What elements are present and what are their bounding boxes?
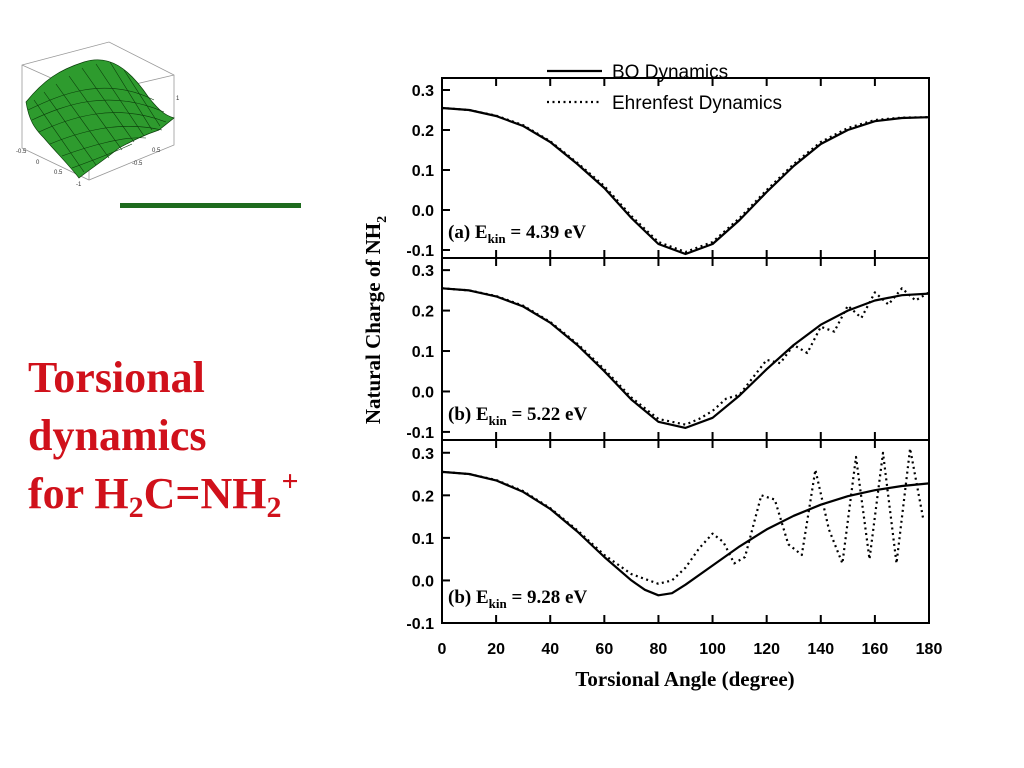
x-tick-label: 100 — [699, 641, 726, 658]
legend-label-bo: BO Dynamics — [612, 62, 728, 83]
x-tick-label: 0 — [438, 641, 447, 658]
title-sup: + — [281, 465, 299, 498]
logo-tick: -0.5 — [16, 149, 27, 155]
y-tick-label: 0.0 — [412, 203, 434, 220]
panel-label-value: = 9.28 eV — [507, 587, 588, 608]
title-prefix: for H — [28, 469, 129, 518]
y-tick-label: 0.3 — [412, 83, 434, 100]
logo-tick: 1 — [176, 96, 180, 102]
panel-label: (b) Ekin = 9.28 eV — [448, 587, 587, 611]
title-line-3: for H2C=NH2+ — [28, 467, 299, 530]
panel-label: (b) Ekin = 5.22 eV — [448, 404, 587, 428]
logo-tick: -0.5 — [132, 161, 143, 167]
title-mid: C=NH — [143, 469, 267, 518]
y-tick-label: -0.1 — [406, 243, 434, 260]
panel-label-prefix: (b) E — [448, 404, 489, 425]
panel-label-sub: kin — [488, 231, 507, 246]
logo-tick-labels: -0.5 0 0.5 -1 -0.5 0.5 1 — [16, 96, 180, 188]
logo-tick: -1 — [76, 182, 82, 188]
title-sub-2: 2 — [266, 491, 282, 524]
logo-tick: 0.5 — [54, 170, 63, 176]
slide-title: Torsional dynamics for H2C=NH2+ — [28, 356, 299, 530]
logo-mesh-lines — [27, 61, 167, 173]
x-tick-label: 140 — [807, 641, 834, 658]
panel-label-value: = 5.22 eV — [507, 404, 588, 425]
y-tick-label: -0.1 — [406, 425, 434, 442]
y-tick-label: 0.0 — [412, 573, 434, 590]
surface-plot-logo: -0.5 0 0.5 -1 -0.5 0.5 1 — [16, 41, 180, 188]
title-line-2: dynamics — [28, 411, 207, 460]
y-tick-label: 0.1 — [412, 163, 434, 180]
panel-label-value: = 4.39 eV — [506, 222, 587, 243]
green-divider — [120, 203, 301, 208]
y-tick-label: -0.1 — [406, 616, 434, 633]
panel-label-prefix: (a) E — [448, 222, 488, 243]
y-tick-label: 0.1 — [412, 531, 434, 548]
title-sub-1: 2 — [128, 491, 144, 524]
x-tick-label: 120 — [753, 641, 780, 658]
series-ehrenfest-line — [441, 447, 925, 585]
legend: BO Dynamics Ehrenfest Dynamics — [547, 62, 782, 114]
y-tick-label: 0.0 — [412, 384, 434, 401]
y-tick-label: 0.2 — [412, 488, 434, 505]
y-tick-label: 0.2 — [412, 304, 434, 321]
y-axis-label-sub: 2 — [375, 216, 390, 223]
panel-2: 0.3 0.2 0.1 0.0 -0.1 (b) Ekin = 5.22 eV — [406, 257, 930, 442]
x-tick-label: 80 — [650, 641, 668, 658]
y-tick-label: 0.1 — [412, 344, 434, 361]
x-tick-label: 40 — [541, 641, 559, 658]
y-axis-label: Natural Charge of NH2 — [361, 216, 390, 424]
x-tick-label: 20 — [487, 641, 505, 658]
chart-panels: 0.30.20.10.0-0.1(a) Ekin = 4.39 eV0.30.2… — [406, 77, 930, 633]
logo-tick: 0 — [36, 160, 40, 166]
y-tick-label: 0.2 — [412, 123, 434, 140]
y-tick-label: 0.3 — [412, 446, 434, 463]
series-ehrenfest-line — [441, 106, 930, 254]
panel-label-prefix: (b) E — [448, 587, 489, 608]
panel-label-sub: kin — [489, 413, 508, 428]
panel-label: (a) Ekin = 4.39 eV — [448, 222, 586, 246]
x-tick-label: 180 — [916, 641, 943, 658]
x-axis-label: Torsional Angle (degree) — [575, 667, 794, 691]
title-line-1: Torsional — [28, 353, 205, 402]
x-tick-label: 60 — [595, 641, 613, 658]
y-tick-label: 0.3 — [412, 263, 434, 280]
charge-chart: 0.30.20.10.0-0.1(a) Ekin = 4.39 eV0.30.2… — [361, 62, 943, 691]
panel-3: 0.3 0.2 0.1 0.0 -0.1 (b) Ekin = 9.28 eV — [406, 439, 930, 633]
logo-tick: 0.5 — [152, 148, 161, 154]
series-ehrenfest-line — [441, 287, 930, 426]
y-axis-label-main: Natural Charge of NH — [361, 223, 385, 424]
x-tick-label: 160 — [862, 641, 889, 658]
series-bo-line — [441, 470, 930, 597]
panel-label-sub: kin — [489, 596, 508, 611]
legend-label-ehrenfest: Ehrenfest Dynamics — [612, 93, 782, 114]
panel-frame — [441, 439, 930, 624]
x-axis: 0 20 40 60 80 100 120 140 160 180 — [438, 641, 943, 658]
